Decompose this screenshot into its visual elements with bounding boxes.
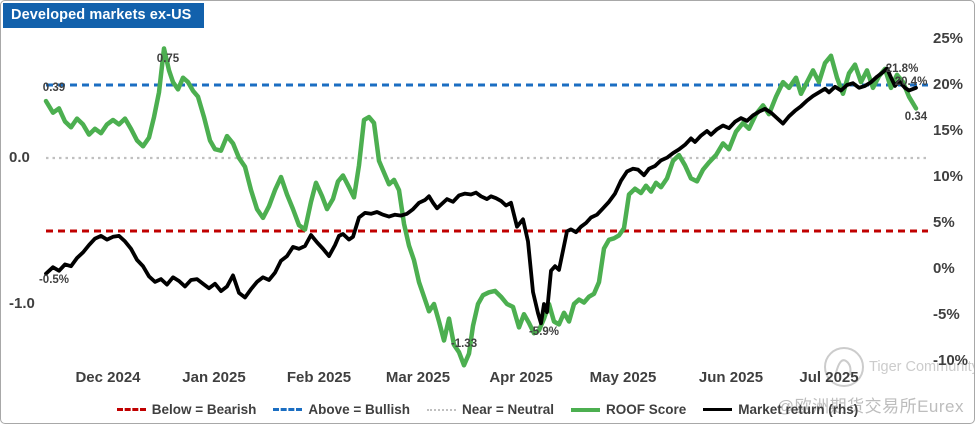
- x-tick-label: Apr 2025: [489, 369, 553, 386]
- legend-sample-below-bearish-icon: [116, 408, 146, 411]
- community-watermark: Tiger Community: [869, 359, 975, 375]
- point-label: -0.5%: [38, 274, 70, 286]
- right-tick-label: 20%: [933, 76, 964, 93]
- point-label: -5.9%: [528, 326, 560, 338]
- series-market-return: [44, 66, 918, 326]
- legend-item-market-return: Market return (rhs): [703, 402, 858, 417]
- right-tick-label: 10%: [933, 168, 964, 185]
- right-tick-label: -5%: [933, 306, 960, 323]
- x-tick-label: Dec 2024: [75, 369, 141, 386]
- legend-label: Market return (rhs): [738, 402, 859, 417]
- legend-label: ROOF Score: [605, 402, 687, 417]
- point-label: 0.75: [156, 53, 180, 65]
- legend-sample-market-return-icon: [703, 408, 733, 411]
- left-tick-label: -1.0: [9, 295, 35, 312]
- x-tick-label: Jun 2025: [698, 369, 764, 386]
- chart-title: Developed markets ex-US: [3, 3, 204, 28]
- legend-item-below-bearish: Below = Bearish: [116, 402, 257, 417]
- legend-sample-roof-score-icon: [570, 407, 600, 412]
- legend: Below = Bearish Above = Bullish Near = Neu…: [1, 402, 974, 417]
- right-tick-label: -10%: [933, 352, 969, 369]
- tiger-community-logo-icon: [824, 347, 864, 387]
- x-tick-label: May 2025: [589, 369, 657, 386]
- legend-item-near-neutral: Near = Neutral: [427, 402, 554, 417]
- right-tick-label: 25%: [933, 30, 964, 47]
- legend-item-roof-score: ROOF Score: [570, 402, 687, 417]
- right-tick-label: 15%: [933, 122, 964, 139]
- point-label: 0.34: [904, 111, 928, 123]
- point-label: 21.8%: [885, 63, 919, 75]
- x-tick-label: Feb 2025: [286, 369, 352, 386]
- series-roof-score: [43, 46, 919, 368]
- legend-label: Below = Bearish: [151, 402, 257, 417]
- x-tick-label: Jul 2025: [799, 369, 859, 386]
- left-tick-label: 0.0: [9, 149, 30, 166]
- legend-item-above-bullish: Above = Bullish: [273, 402, 410, 417]
- x-tick-label: Mar 2025: [385, 369, 451, 386]
- legend-sample-near-neutral-icon: [427, 408, 457, 411]
- right-tick-label: 5%: [933, 214, 955, 231]
- point-label: 20.4%: [894, 76, 928, 88]
- legend-sample-above-bullish-icon: [273, 408, 303, 411]
- point-label: -1.33: [450, 338, 478, 350]
- x-tick-label: Jan 2025: [182, 369, 246, 386]
- legend-label: Near = Neutral: [462, 402, 554, 417]
- point-label: 0.39: [42, 82, 66, 94]
- right-tick-label: 0%: [933, 260, 955, 277]
- exchange-watermark: @欧洲期货交易所Eurex: [776, 397, 964, 416]
- legend-label: Above = Bullish: [308, 402, 411, 417]
